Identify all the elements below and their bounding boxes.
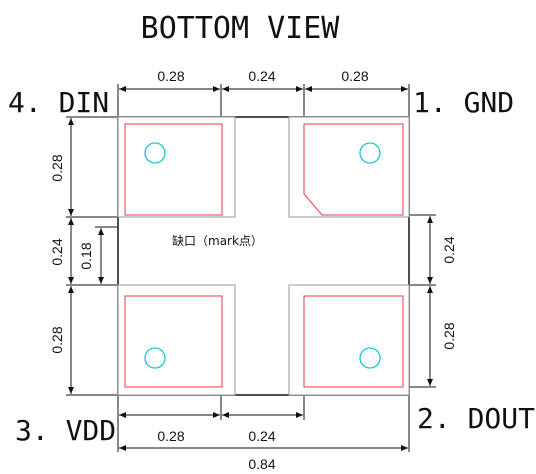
dim-top-right: 0.28 — [341, 68, 368, 84]
dim-overall-width: 0.84 — [248, 456, 275, 472]
pin-label-din: 4. DIN — [8, 86, 109, 119]
pad-din-dot — [144, 142, 166, 164]
pad-gnd — [288, 116, 410, 218]
pad-din — [117, 116, 236, 218]
pad-gnd-dot — [359, 142, 381, 164]
dim-bottom — [117, 396, 410, 452]
pad-gnd-inner-notched — [303, 123, 404, 216]
pad-din-inner — [124, 123, 223, 216]
pin-label-vdd: 3. VDD — [15, 414, 116, 447]
dim-top-left: 0.28 — [157, 68, 184, 84]
pad-vdd-inner — [124, 295, 223, 388]
pad-vdd — [117, 284, 236, 396]
pin-label-gnd: 1. GND — [413, 86, 514, 119]
dim-bottom-left: 0.28 — [157, 428, 184, 444]
pad-dout-dot — [359, 347, 381, 369]
mark-note: 缺口（mark点） — [172, 233, 263, 248]
pad-dout — [288, 284, 410, 396]
dim-left-mid: 0.24 — [49, 238, 65, 265]
dim-left — [66, 116, 117, 396]
dim-left-inner: 0.18 — [78, 242, 94, 269]
dim-left-top: 0.28 — [49, 154, 65, 181]
pad-vdd-dot — [144, 347, 166, 369]
pad-dout-inner — [303, 295, 404, 388]
dim-top — [117, 84, 410, 116]
dim-top-mid: 0.24 — [248, 68, 275, 84]
dim-right — [410, 214, 436, 388]
dim-left-bottom: 0.28 — [49, 326, 65, 353]
dim-right-mid: 0.24 — [441, 236, 457, 263]
dim-bottom-mid: 0.24 — [248, 428, 275, 444]
drawing-title: BOTTOM VIEW — [141, 11, 341, 46]
pin-label-dout: 2. DOUT — [417, 402, 535, 435]
dim-right-bottom: 0.28 — [441, 322, 457, 349]
